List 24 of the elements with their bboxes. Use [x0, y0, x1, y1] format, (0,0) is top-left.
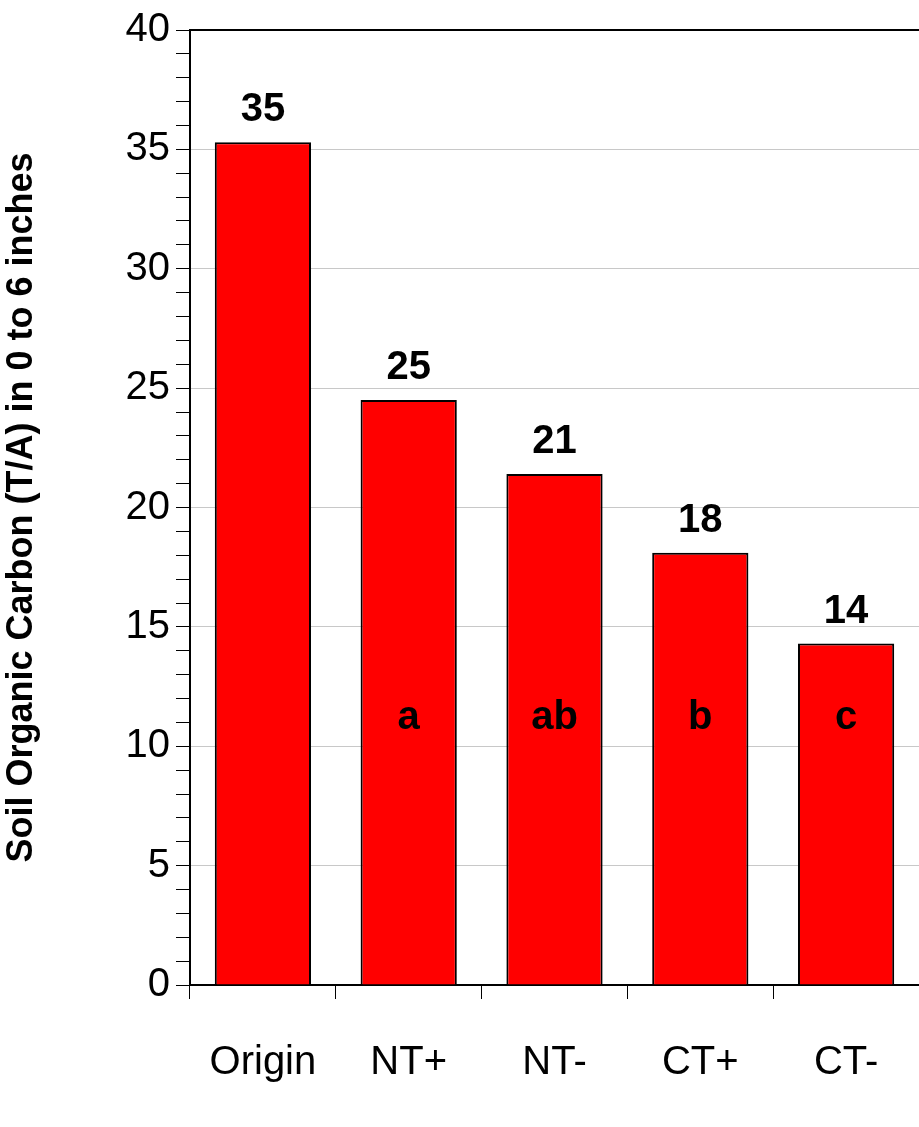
y-tick-label: 30	[125, 243, 170, 288]
y-tick-label: 5	[147, 840, 170, 885]
data-label: 25	[386, 343, 431, 388]
data-label: 14	[823, 586, 870, 631]
y-tick-label: 15	[125, 601, 170, 646]
x-tick-label: CT+	[661, 1038, 739, 1083]
y-tick-label: 35	[125, 124, 170, 169]
y-tick-label: 40	[125, 5, 170, 50]
x-tick-label: NT+	[370, 1038, 448, 1083]
annotation: c	[834, 692, 858, 737]
y-tick-label: 25	[125, 363, 170, 408]
x-tick-label: CT-	[813, 1038, 879, 1083]
x-tick-label: Origin	[209, 1038, 317, 1083]
y-tick-label: 0	[147, 960, 170, 1005]
y-tick-label: 10	[125, 721, 170, 766]
annotation: ab	[531, 692, 578, 737]
x-tick-label: NT-	[522, 1038, 587, 1083]
data-label: 18	[678, 495, 723, 540]
annotation: a	[397, 692, 421, 737]
y-axis-title: Soil Organic Carbon (T/A) in 0 to 6 inches	[0, 152, 40, 863]
annotation: b	[688, 692, 713, 737]
y-tick-label: 20	[125, 482, 170, 527]
data-label: 21	[532, 417, 577, 462]
data-label: 35	[240, 85, 286, 130]
